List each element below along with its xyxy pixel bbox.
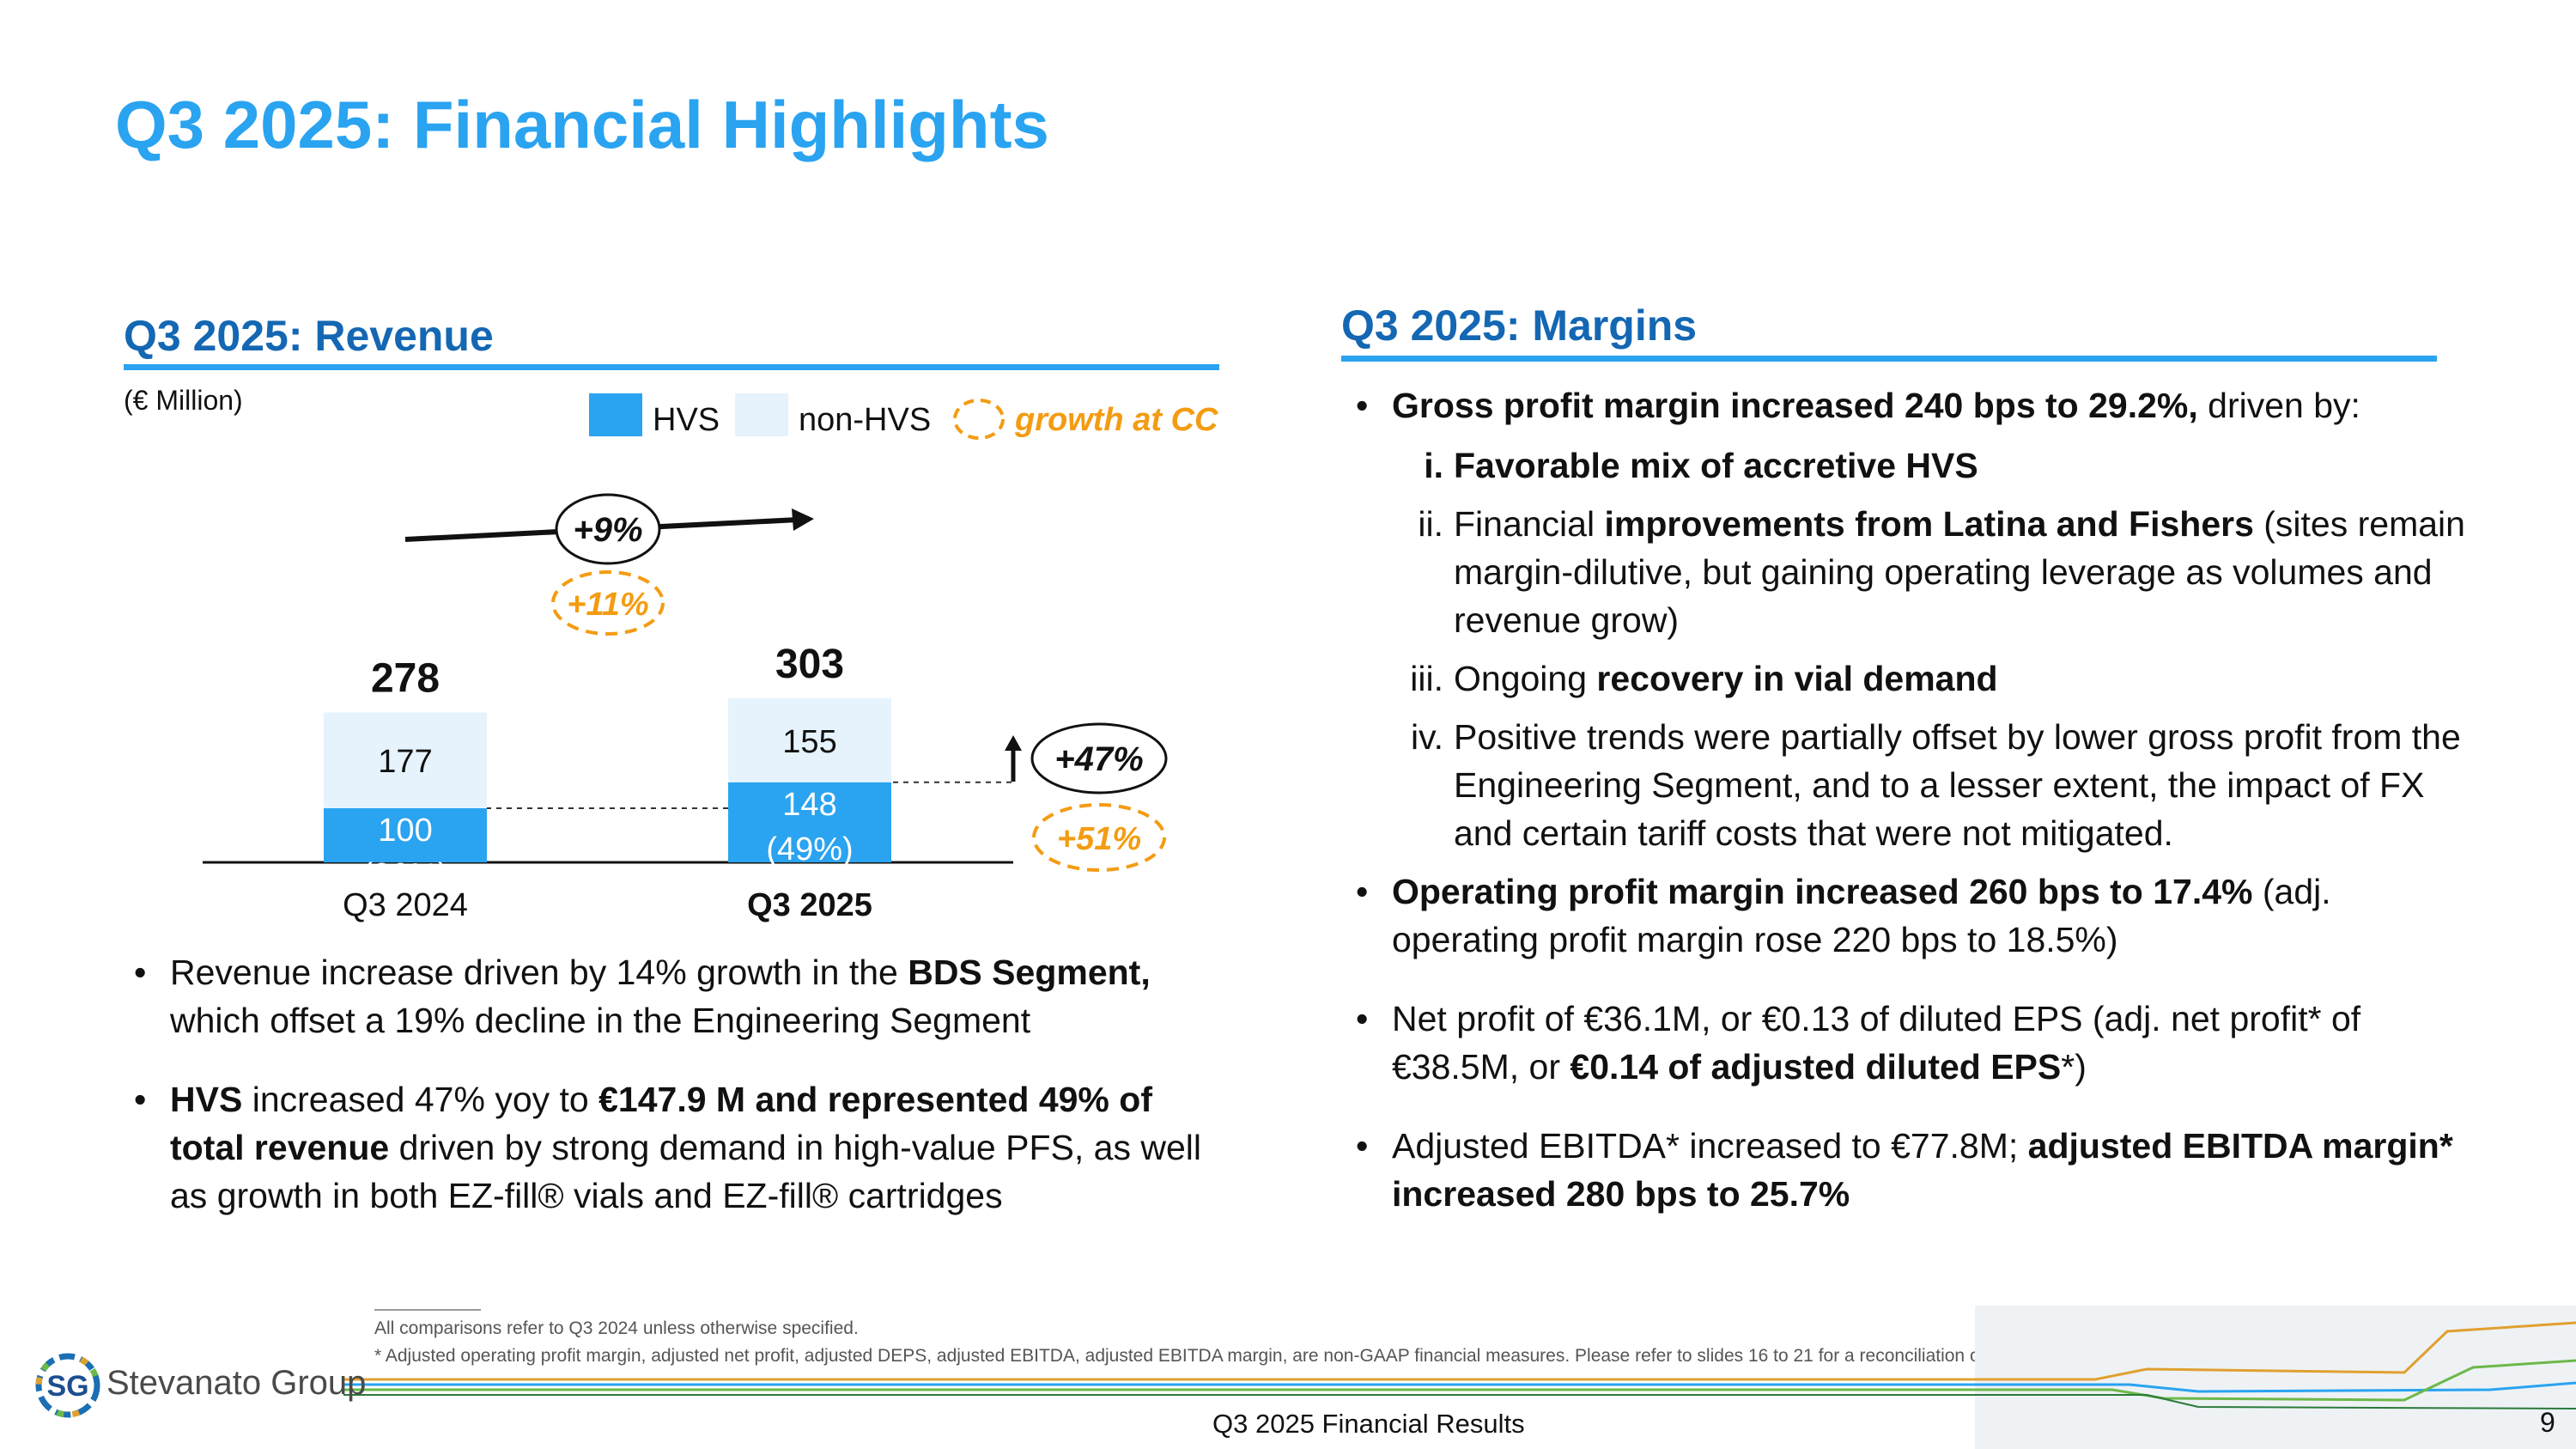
bar-label-hvs-q3-2024: 100 [378,813,432,849]
margins-bullet-gross: Gross profit margin increased 240 bps to… [1352,381,2469,857]
bar-label-non-hvs-q3-2024: 177 [378,744,432,780]
brand-name: Stevanato Group [106,1364,367,1402]
bar-non-hvs-q3-2025 [728,698,891,782]
footer-line-blue [343,1381,2576,1393]
total-growth-arrowhead [792,508,814,531]
total-growth-cc-label: +11% [567,587,648,623]
legend-growth-cc-swatch [953,399,1005,440]
x-tick-q3-2025: Q3 2025 [747,887,872,923]
bar-non-hvs-q3-2024 [324,712,487,808]
footer-background-image [1975,1306,2576,1449]
footnote-2: * Adjusted operating profit margin, adju… [374,1346,2160,1366]
margins-bullet-ebitda: Adjusted EBITDA* increased to €77.8M; ad… [1352,1122,2469,1218]
bar-share-hvs-q3-2025: (49%) [766,831,853,868]
brand-logo-icon: SG [35,1353,100,1418]
margins-bullet-ebitda-bold: adjusted EBITDA margin* increased 280 bp… [1392,1126,2453,1214]
margins-bullet-gross-bold: Gross profit margin increased 240 bps to… [1392,386,2198,425]
driver-ii-text: Financial [1454,504,1605,544]
hvs-growth-arrowhead [1005,735,1022,751]
footnote-1: All comparisons refer to Q3 2024 unless … [374,1318,859,1338]
bar-share-hvs-q3-2024: (36%) [361,857,448,893]
total-growth-label: +9% [573,511,642,549]
margins-bullet-operating: Operating profit margin increased 260 bp… [1352,868,2469,964]
margins-bullet-net-profit-tail: *) [2061,1047,2087,1087]
legend-non-hvs-label: non-HVS [799,402,931,438]
brand-logo-mark: SG [34,1352,101,1419]
gross-margin-drivers: i. Favorable mix of accretive HVS ii. Fina… [1392,441,2469,857]
hvs-growth-label: +47% [1054,740,1143,778]
driver-ii-bold: improvements from Latina and Fishers [1604,504,2254,544]
margins-bullet-net-profit: Net profit of €36.1M, or €0.13 of dilute… [1352,995,2469,1091]
driver-iv-num: iv. [1411,717,1443,757]
driver-i: i. Favorable mix of accretive HVS [1392,441,2469,490]
revenue-section-rule [124,364,1219,370]
revenue-bullets: Revenue increase driven by 14% growth in… [131,948,1212,1220]
margins-section-title: Q3 2025: Margins [1341,301,1698,350]
driver-iii-bold: recovery in vial demand [1596,659,1998,698]
hvs-growth-cc-bubble [1032,803,1166,872]
driver-iii-text: Ongoing [1454,659,1597,698]
driver-ii: ii. Financial improvements from Latina an… [1392,500,2469,644]
revenue-bullet-2-text: increased 47% yoy to [242,1080,599,1119]
driver-i-num: i. [1424,446,1443,485]
footer-line-orange [343,1321,2576,1381]
driver-i-bold: Favorable mix of accretive HVS [1454,446,1978,485]
driver-iv: iv. Positive trends were partially offset… [1392,713,2469,857]
margins-bullet-operating-bold: Operating profit margin increased 260 bp… [1392,872,2253,911]
margins-bullet-operating-text: (adj. operating profit margin rose 220 b… [1392,872,2331,959]
margins-bullet-net-profit-bold: €0.14 of adjusted diluted EPS [1570,1047,2062,1087]
footer-decoration [343,1306,2576,1449]
margins-bullet-ebitda-text: Adjusted EBITDA* increased to €77.8M; [1392,1126,2028,1166]
legend-non-hvs-swatch [735,393,788,436]
revenue-bullet-1-text: Revenue increase driven by 14% growth in… [170,953,908,992]
margins-bullets: Gross profit margin increased 240 bps to… [1352,381,2469,1218]
svg-text:SG: SG [46,1370,88,1403]
x-tick-q3-2024: Q3 2024 [343,887,468,923]
driver-iii-num: iii. [1410,659,1443,698]
revenue-bullet-2-bold-a: HVS [170,1080,243,1119]
legend-hvs-label: HVS [653,402,720,438]
driver-iv-text: Positive trends were partially offset by… [1454,717,2461,853]
margins-bullet-gross-text: driven by: [2197,386,2360,425]
driver-ii-num: ii. [1418,504,1443,544]
driver-iii: iii. Ongoing recovery in vial demand [1392,654,2469,703]
bar-hvs-q3-2025 [728,782,891,862]
unit-note: (€ Million) [124,385,243,416]
hvs-growth-bubble [1030,722,1168,795]
footnote-rule [374,1309,481,1311]
bar-hvs-q3-2024 [324,808,487,862]
margins-bullet-net-profit-text: Net profit of €36.1M, or €0.13 of dilute… [1392,999,2361,1087]
revenue-section-title: Q3 2025: Revenue [124,312,494,360]
revenue-bullet-1: Revenue increase driven by 14% growth in… [131,948,1212,1044]
bar-label-hvs-q3-2025: 148 [782,787,836,823]
page-title: Q3 2025: Financial Highlights [115,87,1049,162]
total-growth-bubble [555,493,661,565]
revenue-bullet-1-tail: which offset a 19% decline in the Engine… [170,1001,1031,1040]
driver-ii-tail: (sites remain margin-dilutive, but gaini… [1454,504,2465,640]
footer-line-dark-green [343,1394,2576,1409]
bar-total-q3-2024: 278 [371,655,440,701]
footer-label: Q3 2025 Financial Results [1212,1409,1525,1439]
footer-line-green [343,1359,2576,1402]
total-growth-cc-bubble [551,570,665,636]
page-number: 9 [2540,1407,2555,1438]
revenue-bullet-2: HVS increased 47% yoy to €147.9 M and re… [131,1075,1212,1220]
legend-growth-cc-label: growth at CC [1014,402,1218,438]
hvs-growth-cc-label: +51% [1057,821,1141,857]
revenue-bullet-1-bold: BDS Segment, [908,953,1151,992]
revenue-bullet-2-tail: driven by strong demand in high-value PF… [170,1128,1201,1215]
margins-section-rule [1341,356,2437,362]
legend-hvs-swatch [589,393,642,436]
bar-label-non-hvs-q3-2025: 155 [782,724,836,760]
bar-total-q3-2025: 303 [775,642,844,687]
revenue-bullet-2-bold-b: €147.9 M and represented 49% of total re… [170,1080,1152,1167]
revenue-chart: HVS non-HVS growth at CC 100 (36%) 177 1… [203,393,1218,923]
